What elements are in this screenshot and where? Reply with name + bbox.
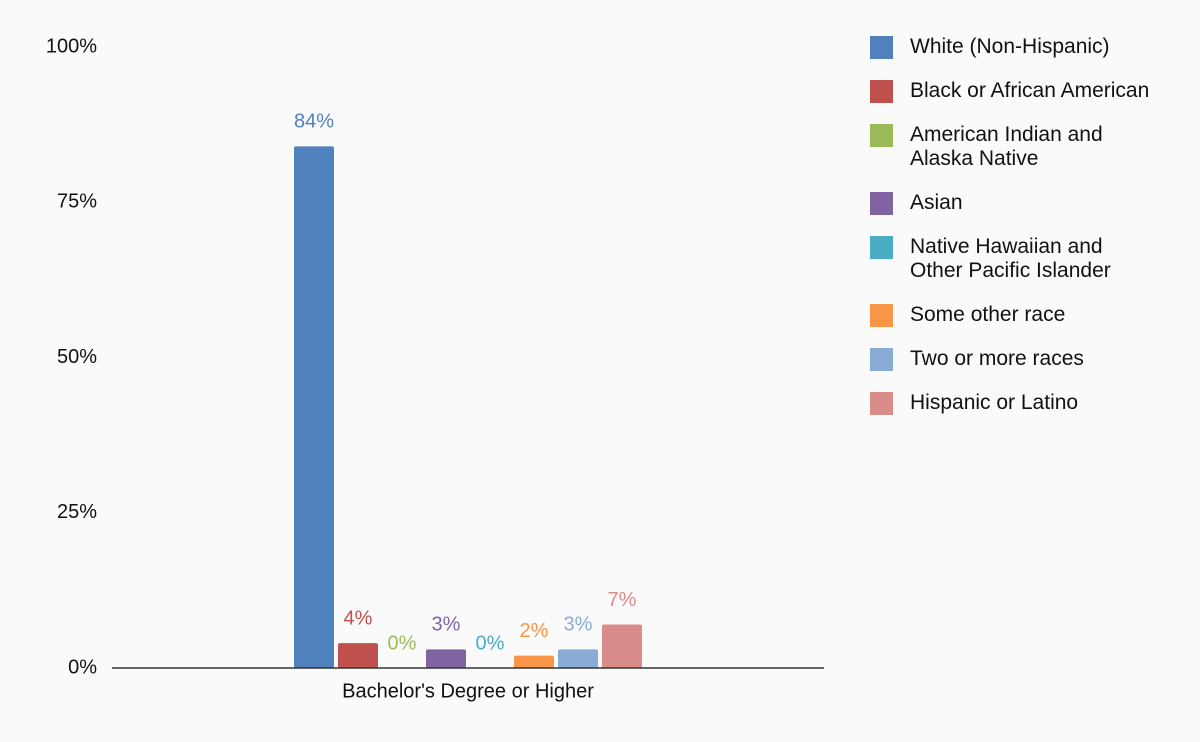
legend-swatch	[870, 348, 893, 371]
bar	[338, 643, 378, 668]
y-tick-label: 0%	[68, 656, 97, 678]
value-label: 0%	[476, 632, 505, 654]
value-label: 84%	[294, 111, 334, 133]
value-label: 3%	[564, 614, 593, 636]
legend-swatch	[870, 36, 893, 59]
bar	[514, 655, 554, 668]
legend-item: Native Hawaiian and Other Pacific Island…	[870, 235, 1170, 283]
value-label: 2%	[520, 620, 549, 642]
legend-item: Hispanic or Latino	[870, 391, 1170, 415]
y-tick-label: 50%	[57, 346, 97, 368]
bar	[558, 649, 598, 668]
legend-label: Some other race	[910, 303, 1066, 326]
legend-item: American Indian and Alaska Native	[870, 123, 1170, 171]
legend-swatch	[870, 304, 893, 327]
legend-item: Black or African American	[870, 79, 1170, 103]
legend-item: Asian	[870, 191, 1170, 215]
bar	[426, 649, 466, 668]
legend-label: Native Hawaiian and Other Pacific Island…	[910, 235, 1111, 282]
legend-item: White (Non-Hispanic)	[870, 35, 1170, 59]
legend-swatch	[870, 192, 893, 215]
legend-label: White (Non-Hispanic)	[910, 35, 1110, 58]
value-label: 0%	[388, 632, 417, 654]
legend-item: Two or more races	[870, 347, 1170, 371]
y-tick-label: 100%	[46, 35, 97, 57]
value-label: 7%	[608, 589, 637, 611]
bar	[294, 146, 334, 669]
legend: White (Non-Hispanic) Black or African Ame…	[870, 35, 1170, 435]
legend-label: Black or African American	[910, 79, 1150, 102]
y-tick-label: 25%	[57, 501, 97, 523]
legend-label: Two or more races	[910, 347, 1084, 370]
x-tick-label: Bachelor's Degree or Higher	[342, 680, 594, 702]
legend-label: Hispanic or Latino	[910, 391, 1079, 414]
legend-swatch	[870, 80, 893, 103]
value-label: 3%	[432, 614, 461, 636]
y-tick-label: 75%	[57, 191, 97, 213]
legend-item: Some other race	[870, 303, 1170, 327]
legend-swatch	[870, 236, 893, 259]
bar	[602, 624, 642, 668]
legend-swatch	[870, 124, 893, 147]
legend-label: Asian	[910, 191, 963, 214]
legend-swatch	[870, 392, 893, 415]
value-label: 4%	[344, 607, 373, 629]
chart: 0% 25% 50% 75% 100% 84% 4% 0% 3% 0% 2% 3% 7% Bachelor…	[46, 35, 824, 702]
legend-label: American Indian and Alaska Native	[910, 123, 1103, 170]
